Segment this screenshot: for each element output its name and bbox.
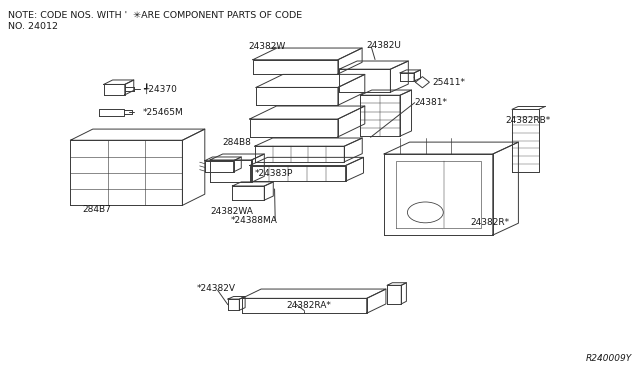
Text: ╃24370: ╃24370 <box>143 83 177 93</box>
Text: R240009Y: R240009Y <box>586 354 632 363</box>
Text: *24383P: *24383P <box>255 169 293 178</box>
Text: 24382W: 24382W <box>248 42 285 51</box>
Text: *24382V: *24382V <box>197 284 236 293</box>
Text: *24388MA: *24388MA <box>230 216 277 225</box>
Text: NO. 24012: NO. 24012 <box>8 22 58 31</box>
Text: 25411*: 25411* <box>432 78 465 87</box>
Text: 284B8: 284B8 <box>223 138 252 147</box>
Text: 284B7: 284B7 <box>82 205 111 214</box>
Text: 24382RB*: 24382RB* <box>506 116 551 125</box>
Text: *25465M: *25465M <box>143 108 184 117</box>
Text: 24382R*: 24382R* <box>470 218 509 227</box>
Text: 24382U: 24382U <box>366 41 401 50</box>
Text: 24382WA: 24382WA <box>210 207 253 216</box>
Text: 24381*: 24381* <box>415 98 448 107</box>
Text: NOTE: CODE NOS. WITH '  ✳ARE COMPONENT PARTS OF CODE: NOTE: CODE NOS. WITH ' ✳ARE COMPONENT PA… <box>8 11 302 20</box>
Text: 24382RA*: 24382RA* <box>287 301 332 310</box>
